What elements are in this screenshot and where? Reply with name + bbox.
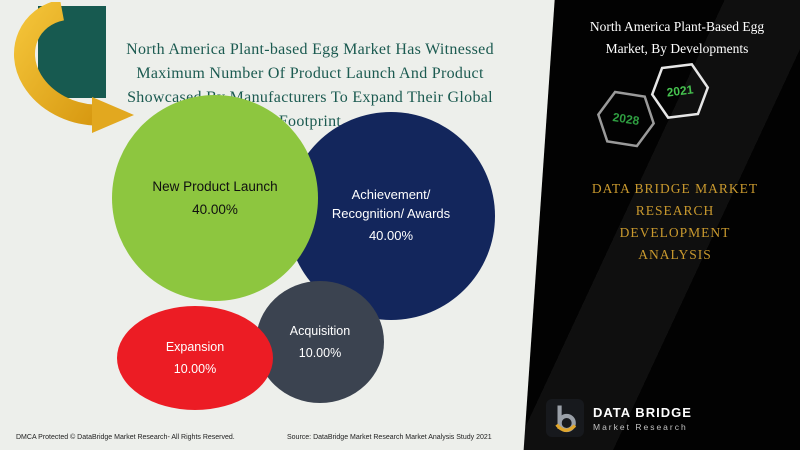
bubble-value: 40.00% [192,201,238,217]
logo-text: DATA BRIDGE Market Research [593,405,692,432]
dmca-notice: DMCA Protected © DataBridge Market Resea… [16,434,235,441]
chart-title-line: North America Plant-based Egg Market Has… [126,41,494,58]
hexagon-outline-icon [596,90,656,148]
databridge-logo-icon [546,399,584,437]
bubble-value: 10.00% [173,361,217,376]
panel-title: North America Plant-Based Egg Market, By… [566,16,788,59]
b-glyph-icon [555,405,577,433]
chart-title: North America Plant-based Egg Market Has… [72,38,548,134]
databridge-logo: DATA BRIDGE Market Research [546,399,692,437]
hexagon-2021-icon: 2021 [647,61,713,122]
source-note: Source: DataBridge Market Research Marke… [287,434,492,441]
chart-title-line: Showcased By Manufacturers To Expand The… [127,89,493,106]
curved-arrow-icon [14,2,134,133]
chart-title-line: Maximum Number Of Product Launch And Pro… [136,65,484,82]
chart-title-line: Footprint [278,113,342,130]
bubble-label: New Product Launch [152,178,278,194]
bubble-achievement-recognition-awards: Achievement/ Recognition/ Awards 40.00% [287,112,495,320]
bubble-value: 10.00% [298,345,342,360]
bubble-label: Expansion [165,340,225,355]
bubble-acquisition: Acquisition 10.00% [256,281,384,403]
bubble-value: 40.00% [368,227,414,243]
panel-title-line: North America Plant-Based Egg [589,19,765,34]
hexagon-2028-icon: 2028 [592,88,660,151]
bubble-label: Acquisition [289,324,351,339]
panel-headline-line: RESEARCH [635,202,715,218]
logo-name: DATA BRIDGE [593,404,692,420]
bubble-label: Achievement/ Recognition/ Awards [331,187,451,222]
bubble-new-product-launch: New Product Launch 40.00% [112,95,318,301]
panel-headline-line: DEVELOPMENT [619,224,731,240]
side-panel: North America Plant-Based Egg Market, By… [523,0,800,450]
panel-headline-line: DATA BRIDGE MARKET [591,181,759,196]
panel-headline: DATA BRIDGE MARKET RESEARCH DEVELOPMENT … [558,178,792,265]
logo-subtitle: Market Research [593,421,688,432]
bubble-expansion: Expansion 10.00% [117,306,273,410]
panel-headline-line: ANALYSIS [638,246,712,262]
panel-title-line: Market, By Developments [605,40,749,56]
hexagon-outline-icon [650,63,710,119]
